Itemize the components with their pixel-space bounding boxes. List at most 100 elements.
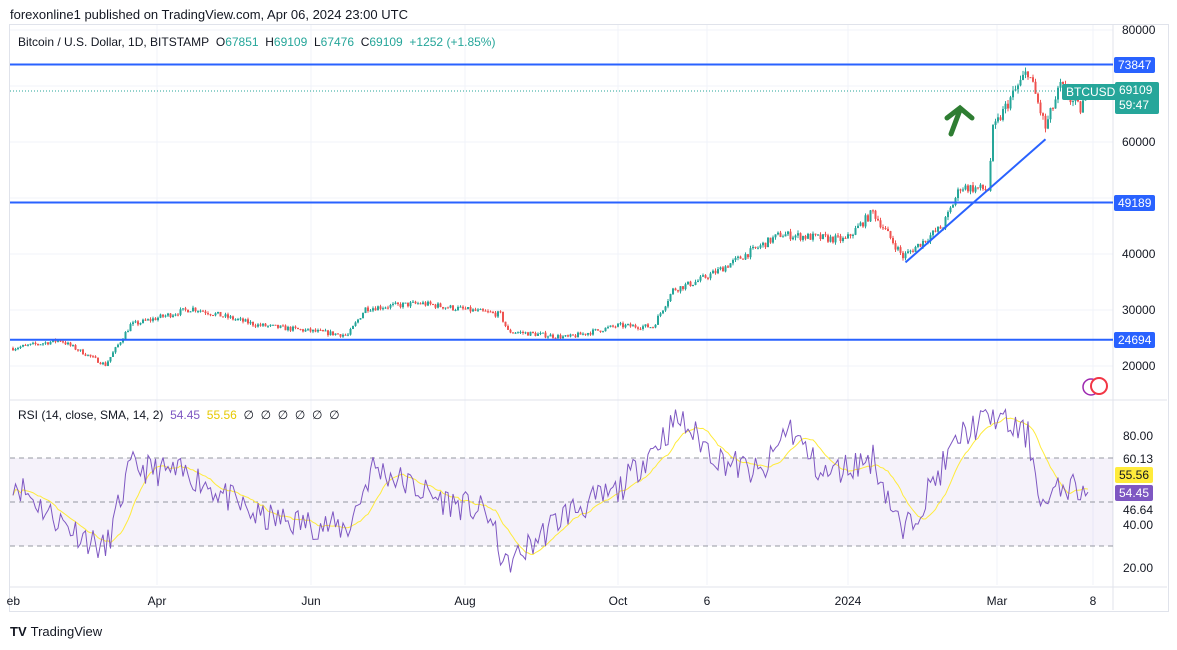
candle-body	[314, 329, 317, 332]
candle-body	[104, 362, 107, 366]
candle-body	[652, 327, 654, 329]
candle-body	[759, 245, 762, 248]
candle-body	[169, 313, 172, 318]
candle-body	[174, 314, 177, 316]
candle-body	[554, 337, 557, 339]
candle-body	[544, 332, 547, 338]
candle-body	[319, 329, 322, 331]
candle-body	[332, 331, 334, 336]
candle-body	[802, 236, 804, 240]
candle-body	[157, 317, 159, 321]
candle-body	[617, 323, 619, 327]
close-value: 69109	[369, 35, 403, 49]
candle-body	[222, 316, 224, 318]
candle-body	[742, 258, 744, 260]
candle-body	[949, 207, 952, 213]
candle-body	[367, 307, 369, 312]
candle-body	[989, 160, 992, 191]
candle-body	[834, 235, 837, 243]
candle-body	[187, 309, 189, 313]
tradingview-logo[interactable]: TV TradingView	[10, 624, 102, 639]
candle-body	[777, 232, 779, 235]
candle-body	[492, 312, 494, 314]
time-axis-label: Oct	[609, 594, 628, 608]
rsi-title[interactable]: RSI (14, close, SMA, 14, 2)	[18, 408, 164, 422]
price-tick-label: 40000	[1122, 247, 1156, 261]
candle-body	[672, 288, 674, 295]
candle-body	[152, 318, 154, 321]
open-label: O	[215, 35, 226, 49]
candle-body	[892, 237, 894, 244]
candle-body	[149, 319, 152, 321]
candle-body	[19, 346, 22, 349]
candle-body	[287, 326, 289, 331]
candle-body	[209, 314, 212, 316]
candle-body	[852, 234, 854, 236]
candle-body	[862, 222, 864, 227]
candle-body	[929, 235, 932, 242]
candle-body	[697, 280, 699, 282]
candle-body	[979, 184, 982, 188]
candle-body	[827, 235, 829, 242]
candle-body	[189, 311, 192, 313]
candle-body	[424, 302, 427, 306]
symbol-title[interactable]: Bitcoin / U.S. Dollar, 1D, BITSTAMP	[18, 35, 210, 49]
candle-body	[327, 330, 329, 336]
price-tick-label: 80000	[1122, 23, 1156, 37]
candle-body	[832, 236, 834, 243]
candle-body	[277, 324, 279, 328]
candle-body	[957, 189, 959, 199]
open-value: 67851	[225, 35, 259, 49]
candle-body	[677, 290, 679, 292]
candle-body	[94, 356, 97, 358]
candle-body	[284, 325, 287, 331]
candle-body	[337, 333, 339, 335]
candle-body	[324, 330, 327, 332]
candle-body	[192, 307, 194, 312]
candle-body	[879, 220, 882, 228]
candle-body	[727, 266, 729, 268]
candle-body	[14, 348, 17, 351]
candle-body	[274, 324, 277, 326]
candle-body	[404, 302, 407, 304]
candle-body	[854, 228, 857, 235]
candle-body	[577, 332, 579, 338]
level-tag-24694: 24694	[1114, 332, 1156, 348]
candle-body	[297, 327, 299, 330]
candle-body	[939, 226, 942, 229]
candle-body	[707, 277, 709, 279]
candle-body	[412, 301, 414, 303]
candle-body	[272, 324, 274, 326]
candle-body	[474, 309, 477, 311]
candle-body	[502, 311, 504, 322]
rsi-sma-value: 55.56	[206, 408, 237, 422]
candle-body	[227, 314, 229, 318]
last-price: 69109	[1119, 83, 1153, 97]
candle-body	[1074, 99, 1077, 102]
candle-body	[127, 331, 129, 333]
candle-body	[667, 301, 669, 307]
change-value: +1252 (+1.85%)	[409, 35, 496, 49]
candle-body	[199, 310, 202, 312]
candle-body	[919, 243, 922, 247]
candle-body	[347, 334, 349, 336]
candle-body	[64, 342, 67, 345]
candle-body	[99, 362, 102, 365]
candle-body	[1059, 81, 1062, 88]
candle-body	[349, 328, 352, 335]
rsi-tag: 54.45	[1115, 485, 1154, 501]
candle-body	[967, 185, 969, 192]
candle-body	[792, 237, 794, 240]
candle-body	[869, 210, 872, 222]
rsi-legend: RSI (14, close, SMA, 14, 2) 54.45 55.56 …	[18, 408, 340, 422]
candle-body	[514, 332, 517, 334]
candle-body	[62, 341, 64, 343]
candle-body	[637, 327, 639, 329]
candle-body	[1042, 113, 1044, 116]
candle-body	[214, 313, 217, 316]
candle-body	[432, 304, 434, 306]
candle-body	[614, 326, 617, 328]
candle-body	[417, 303, 419, 305]
candle-body	[917, 243, 919, 247]
